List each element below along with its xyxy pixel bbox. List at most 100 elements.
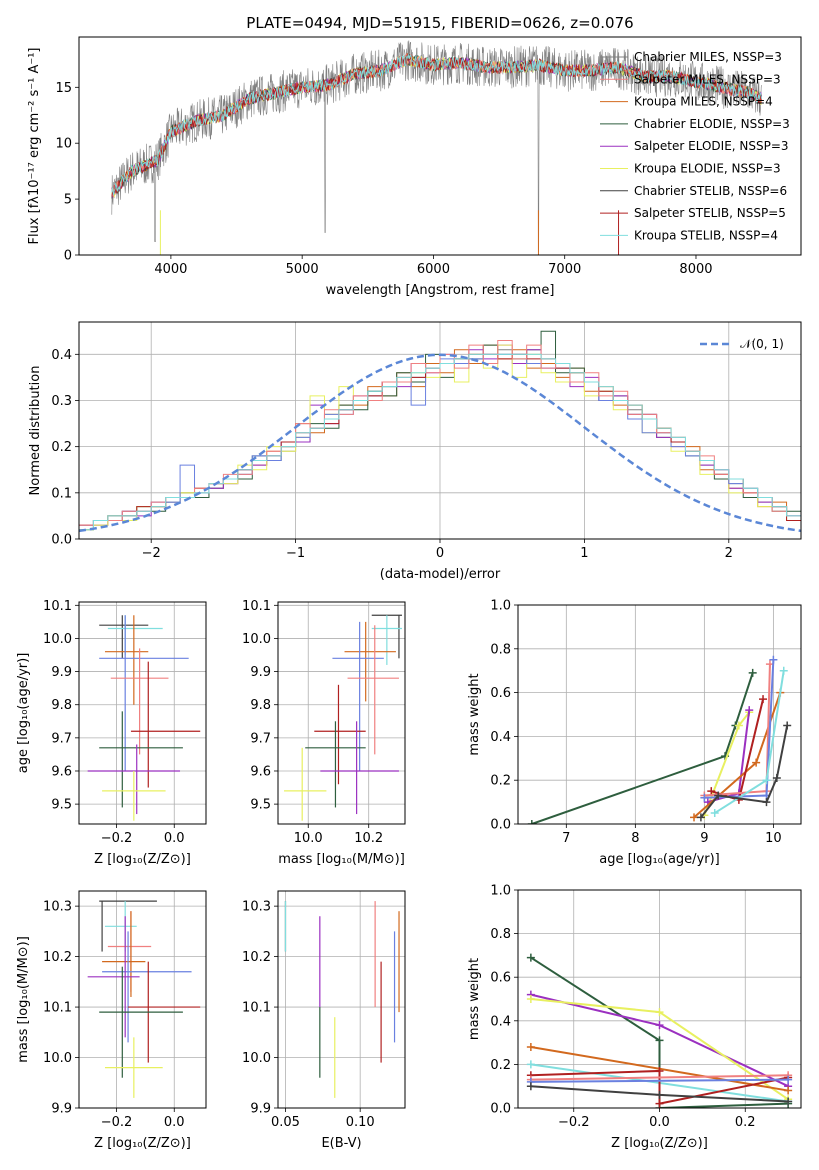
- gaussian-curve: [79, 353, 801, 533]
- axes-1-ytick-label: 5: [64, 193, 72, 208]
- axes-3-ytick-label: 9.6: [51, 764, 72, 779]
- legend-label-5: Salpeter ELODIE, NSSP=3: [634, 139, 789, 153]
- axes-1-ytick-label: 0: [64, 249, 72, 264]
- weight-marker: [526, 953, 535, 962]
- axes-3-ytick-label: 9.7: [51, 731, 72, 746]
- weight-marker: [655, 1008, 664, 1017]
- axes-4-xtick-label: 10.2: [354, 831, 383, 846]
- weight-marker: [527, 820, 536, 824]
- axes-6-xlabel: Z [log₁₀(Z/Z⊙)]: [94, 1136, 191, 1151]
- weight-marker: [690, 813, 699, 822]
- axes-4-ytick-label: 9.8: [250, 698, 271, 713]
- axes-6-xtick-label: −0.2: [101, 1115, 133, 1130]
- spectrum-line-1: [111, 40, 762, 252]
- weight-marker: [526, 995, 535, 1003]
- axes-3-ytick-label: 9.8: [51, 698, 72, 713]
- axes-7-frame: [277, 890, 406, 1109]
- weight-marker: [714, 791, 723, 800]
- weight-marker: [745, 706, 754, 715]
- weight-marker: [762, 776, 771, 785]
- axes-6-plot-area: [87, 900, 201, 1098]
- weight-marker: [707, 787, 716, 796]
- legend-label-4: Chabrier ELODIE, NSSP=3: [634, 117, 790, 131]
- axes-6-frame: [78, 890, 207, 1109]
- axes-4-ytick-label: 9.5: [250, 798, 271, 813]
- axes-8-xtick-label: −0.2: [558, 1115, 590, 1130]
- axes-2-ytick-label: 0.0: [51, 533, 72, 548]
- axes-8-ylabel: mass weight: [467, 958, 482, 1040]
- legend-label-6: Kroupa ELODIE, NSSP=3: [634, 162, 781, 176]
- axes-7-ytick-label: 10.0: [242, 1051, 271, 1066]
- legend-label-9: Kroupa STELIB, NSSP=4: [634, 228, 778, 242]
- weight-marker: [655, 1066, 664, 1075]
- axes-1-xtick-label: 4000: [154, 262, 187, 277]
- axes-5-xtick-label: 9: [700, 831, 708, 846]
- axes-1-xtick-label: 5000: [286, 262, 319, 277]
- axes-1-ytick-label: 10: [55, 137, 72, 152]
- axes-2-xtick-label: −2: [142, 546, 161, 561]
- axes-5-xtick-label: 8: [631, 831, 639, 846]
- axes-6-ylabel: mass [log₁₀(M/M⊙)]: [16, 936, 31, 1063]
- weight-marker: [526, 1082, 535, 1091]
- axes-6-ytick-label: 9.9: [51, 1102, 72, 1117]
- axes-8-ytick-label: 0.0: [490, 1102, 511, 1117]
- axes-7-plot-area: [284, 901, 400, 1098]
- axes-2-frame: [78, 321, 802, 540]
- weight-line-1: [531, 672, 754, 824]
- legend-label-1: Chabrier MILES, NSSP=3: [634, 50, 782, 64]
- legend-label-8: Salpeter STELIB, NSSP=5: [634, 206, 786, 220]
- axes-2-xtick-label: −1: [286, 546, 305, 561]
- weight-marker: [769, 655, 778, 664]
- weight-marker: [526, 1042, 535, 1051]
- axes-5-ytick-label: 0.0: [490, 818, 511, 833]
- weight-line-8: [530, 1078, 789, 1083]
- axes-1-xtick-label: 8000: [679, 262, 712, 277]
- weight-line-6: [530, 1069, 789, 1105]
- axes-5-xtick-label: 7: [562, 831, 570, 846]
- spectrum-line-8: [111, 54, 762, 197]
- axes-5-xtick-label: 10: [765, 831, 782, 846]
- weight-marker: [655, 1036, 664, 1045]
- axes-2-ytick-label: 0.2: [51, 440, 72, 455]
- axes-7-xlabel: E(B-V): [321, 1136, 361, 1151]
- axes-2-ylabel: Normed distribution: [28, 366, 43, 496]
- axes-2-xlabel: (data-model)/error: [380, 567, 501, 582]
- axes-8-xtick-label: 0.2: [735, 1115, 756, 1130]
- axes-7-xtick-label: 0.10: [346, 1115, 375, 1130]
- axes-5-ytick-label: 0.6: [490, 686, 511, 701]
- axes-6-ytick-label: 10.1: [43, 1001, 72, 1016]
- axes-7-xtick-label: 0.05: [271, 1115, 300, 1130]
- weight-marker: [779, 666, 788, 675]
- axes-2-ytick-label: 0.4: [51, 348, 72, 363]
- axes-7-ytick-label: 10.2: [242, 950, 271, 965]
- weight-marker: [783, 721, 792, 730]
- axes-3-xtick-label: −0.2: [101, 831, 133, 846]
- axes-7-ytick-label: 9.9: [250, 1102, 271, 1117]
- axes-8-plot-area: [526, 953, 793, 1108]
- axes-6-ytick-label: 10.2: [43, 950, 72, 965]
- axes-1-xtick-label: 6000: [417, 262, 450, 277]
- axes-4-ytick-label: 10.1: [242, 599, 271, 614]
- axes-3-frame: [78, 601, 207, 825]
- axes-8-xlabel: Z [log₁₀(Z/Z⊙)]: [611, 1136, 708, 1151]
- weight-marker: [772, 774, 781, 783]
- weight-marker: [710, 809, 719, 818]
- axes-3-ytick-label: 9.5: [51, 798, 72, 813]
- legend-label-2: Salpeter MILES, NSSP=3: [634, 72, 781, 86]
- axes-4-ytick-label: 10.0: [242, 632, 271, 647]
- weight-marker: [655, 1099, 664, 1108]
- axes-2-ytick-label: 0.1: [51, 486, 72, 501]
- axes-3-ytick-label: 9.9: [51, 665, 72, 680]
- axes-3-xlabel: Z [log₁₀(Z/Z⊙)]: [94, 852, 191, 867]
- axes-6-ytick-label: 10.3: [43, 900, 72, 915]
- axes-4-xlabel: mass [log₁₀(M/M⊙)]: [278, 852, 405, 867]
- axes-4-ytick-label: 9.6: [250, 764, 271, 779]
- chart-title: PLATE=0494, MJD=51915, FIBERID=0626, z=0…: [246, 14, 633, 32]
- axes-8-ytick-label: 0.6: [490, 971, 511, 986]
- axes-3-ytick-label: 10.0: [43, 632, 72, 647]
- axes-5-frame: [517, 604, 802, 825]
- weight-line-9: [700, 725, 789, 819]
- axes-8-ytick-label: 0.4: [490, 1014, 511, 1029]
- axes-3-plot-area: [87, 615, 201, 821]
